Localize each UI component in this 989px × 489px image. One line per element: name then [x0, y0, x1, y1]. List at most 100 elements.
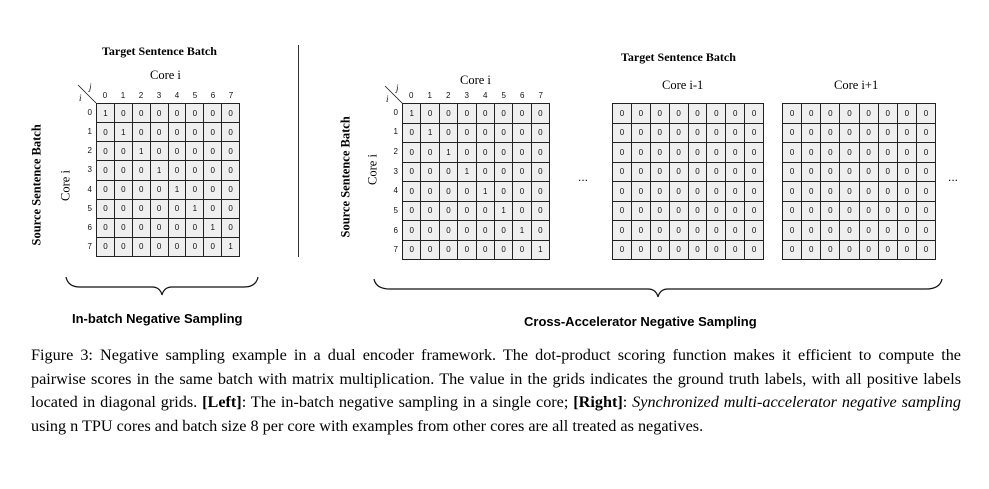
left-matrix-cell: 0 [150, 218, 168, 237]
right-matrix-1-cell: 0 [707, 182, 726, 201]
right-matrix-1-cell: 0 [613, 104, 631, 123]
left-matrix-cell: 0 [150, 123, 168, 142]
right-matrix-0-cell: 0 [439, 221, 458, 240]
right-core-side-label: Core i [365, 154, 380, 185]
left-col-tick: 5 [192, 91, 198, 100]
right-matrix-2-cell: 0 [783, 123, 802, 142]
right-matrix-2-cell: 0 [840, 162, 859, 181]
left-matrix-cell: 0 [97, 199, 114, 218]
left-matrix-cell: 0 [222, 199, 239, 218]
right-matrix-0-cell: 0 [439, 104, 458, 123]
right-matrix-2-cell: 0 [897, 182, 916, 201]
left-matrix-cell: 0 [132, 161, 150, 180]
right-matrix-0-cell: 0 [476, 201, 494, 220]
left-matrix-cell: 0 [114, 104, 132, 123]
right-matrix-2-cell: 0 [783, 240, 802, 259]
right-matrix-2-cell: 0 [859, 240, 878, 259]
left-target-title: Target Sentence Batch [102, 44, 217, 58]
left-col-tick: 4 [174, 91, 180, 100]
right-matrix-2-cell: 0 [897, 221, 916, 240]
right-i-axis-label: i [386, 94, 389, 104]
right-matrix-2-cell: 0 [821, 123, 840, 142]
right-matrix-0-cell: 0 [421, 240, 439, 259]
left-col-tick: 6 [210, 91, 216, 100]
right-matrix-0-cell: 0 [439, 162, 458, 181]
left-matrix-cell: 0 [168, 142, 186, 161]
right-matrix-2-cell: 0 [783, 221, 802, 240]
right-bottom-label: Cross-Accelerator Negative Sampling [524, 314, 757, 329]
left-matrix-cell: 0 [222, 142, 239, 161]
right-matrix-2-cell: 0 [878, 240, 897, 259]
left-row-tick: 1 [87, 126, 92, 136]
left-matrix-cell: 0 [222, 123, 239, 142]
right-matrix-1-cell: 0 [688, 182, 707, 201]
left-row-tick: 6 [87, 223, 92, 233]
left-matrix-cell: 1 [150, 161, 168, 180]
right-matrix-0-cell: 0 [513, 182, 531, 201]
right-grid1-label: Core i-1 [662, 78, 704, 92]
left-matrix-cell: 0 [132, 180, 150, 199]
left-matrix-cell: 0 [97, 180, 114, 199]
right-matrix-1-cell: 0 [669, 182, 688, 201]
right-matrix-0-cell: 0 [458, 221, 476, 240]
left-matrix-cell: 0 [114, 199, 132, 218]
left-bottom-label: In-batch Negative Sampling [72, 311, 243, 326]
left-matrix-cell: 0 [204, 104, 222, 123]
left-row-tick: 0 [87, 107, 92, 117]
right-matrix-2-cell: 0 [859, 123, 878, 142]
left-matrix-cell: 0 [186, 104, 204, 123]
right-matrix-1-cell: 0 [688, 162, 707, 181]
right-matrix-0-cell: 0 [531, 162, 549, 181]
right-matrix-0-cell: 1 [494, 201, 513, 220]
right-matrix-1-cell: 0 [726, 221, 745, 240]
right-matrix-2-cell: 0 [878, 143, 897, 162]
right-matrix-2-cell: 0 [840, 201, 859, 220]
right-matrix-1-cell: 0 [631, 240, 650, 259]
right-matrix-2-cell: 0 [783, 162, 802, 181]
right-matrix-2-cell: 0 [821, 162, 840, 181]
caption-prefix: Figure 3: Negative sampling example in a… [31, 346, 961, 411]
right-matrix-1-cell: 0 [745, 201, 763, 220]
right-matrix-2-cell: 0 [802, 162, 821, 181]
left-matrix-cell: 0 [150, 199, 168, 218]
right-matrix-2-cell: 0 [897, 240, 916, 259]
right-matrix-2-cell: 0 [821, 143, 840, 162]
caption-right-sep: : [622, 393, 633, 411]
left-matrix-cell: 0 [186, 218, 204, 237]
right-matrix-0-cell: 1 [421, 123, 439, 142]
right-matrix-0-cell: 1 [439, 143, 458, 162]
right-matrix-0-cell: 0 [421, 162, 439, 181]
left-matrix-cell: 0 [97, 123, 114, 142]
left-i-axis-label: i [79, 93, 82, 103]
right-matrix-0-cell: 0 [494, 123, 513, 142]
right-matrix-2-cell: 0 [859, 221, 878, 240]
left-matrix-cell: 0 [222, 161, 239, 180]
right-matrix-1-cell: 0 [669, 123, 688, 142]
right-matrix-2-cell: 0 [916, 240, 935, 259]
right-matrix-0-cell: 0 [403, 221, 421, 240]
right-matrix-1-cell: 0 [745, 240, 763, 259]
right-matrix-0-cell: 0 [476, 162, 494, 181]
right-matrix-2-cell: 0 [783, 201, 802, 220]
right-matrix-0-cell: 0 [458, 143, 476, 162]
right-matrix-1-cell: 0 [669, 221, 688, 240]
right-matrix-1-cell: 0 [650, 143, 669, 162]
left-row-tick: 7 [87, 242, 92, 252]
right-matrix-1-cell: 0 [726, 240, 745, 259]
right-row-tick: 3 [393, 166, 398, 176]
left-matrix-cell: 0 [186, 237, 204, 256]
right-matrix-1-cell: 0 [669, 240, 688, 259]
ellipsis-right: ... [948, 170, 959, 184]
right-matrix-0-cell: 0 [531, 104, 549, 123]
right-matrix-2-cell: 0 [897, 143, 916, 162]
right-matrix-1-cell: 0 [707, 143, 726, 162]
right-matrix-0-cell: 0 [531, 221, 549, 240]
left-matrix-cell: 0 [97, 237, 114, 256]
left-matrix-cell: 0 [132, 218, 150, 237]
left-matrix-cell: 0 [168, 237, 186, 256]
right-matrix-2-cell: 0 [897, 104, 916, 123]
left-matrix-cell: 0 [186, 161, 204, 180]
left-matrix-cell: 0 [114, 218, 132, 237]
right-matrix-1-cell: 0 [707, 123, 726, 142]
